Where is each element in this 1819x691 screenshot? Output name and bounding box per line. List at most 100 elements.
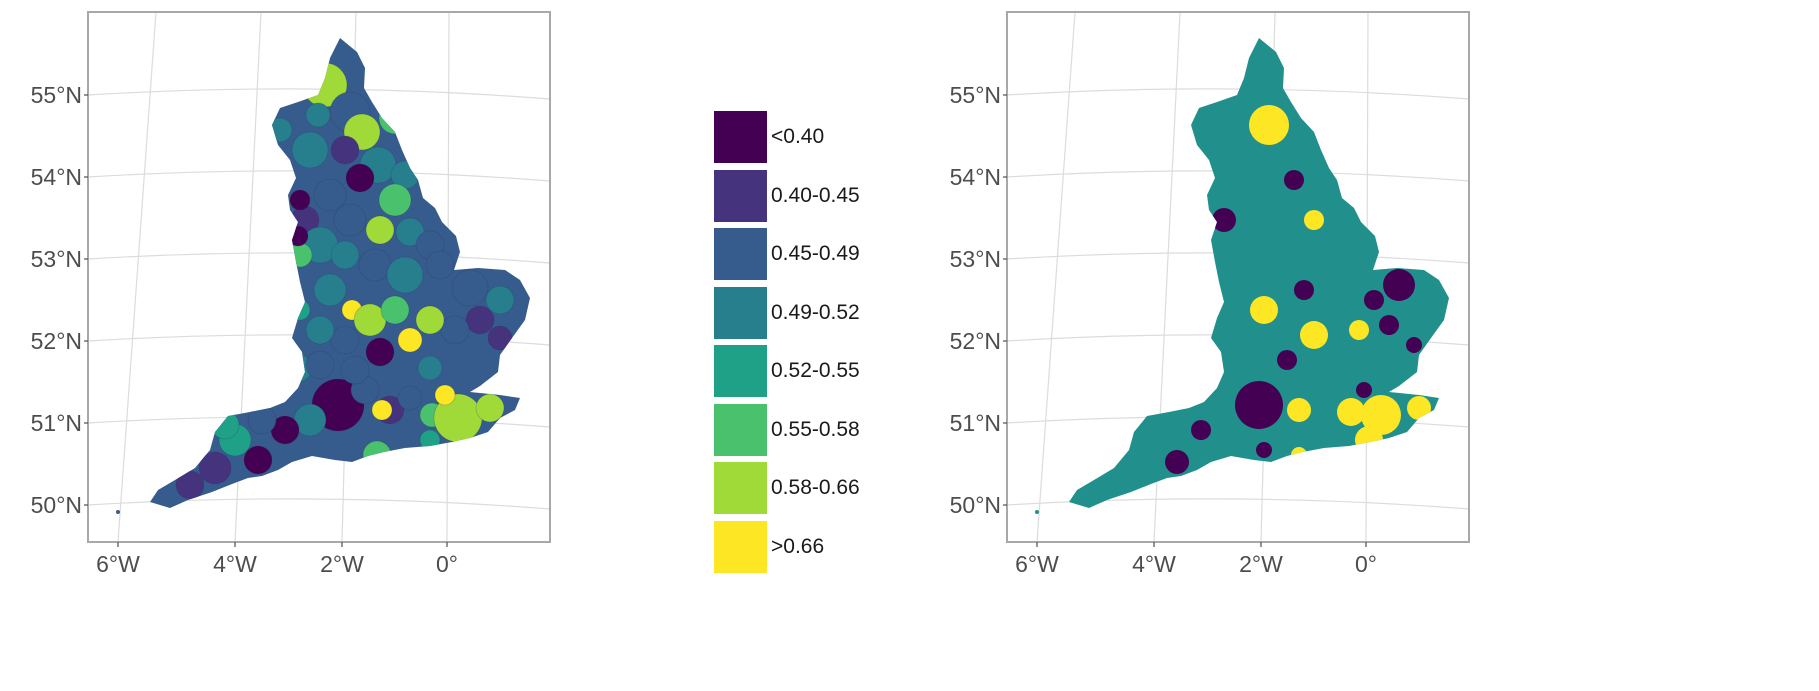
legend-swatch <box>714 403 767 456</box>
latitude-axis: 55°N 54°N 53°N 52°N 51°N 50°N <box>950 82 1007 518</box>
latitude-tick-label: 53°N <box>31 246 82 272</box>
latitude-tick-label: 54°N <box>31 164 82 190</box>
longitude-tick-label: 2°W <box>320 551 364 577</box>
choropleth-map-right: 55°N 54°N 53°N 52°N 51°N 50°N 6°W 4°W 2°W 0° <box>950 11 1470 577</box>
region-area <box>451 269 489 307</box>
region-area <box>289 189 311 211</box>
region-area <box>1212 208 1236 232</box>
region-area <box>1165 450 1189 474</box>
region-area <box>305 315 335 345</box>
region-area <box>305 350 335 380</box>
region-area <box>1304 210 1324 230</box>
region-area <box>313 178 347 212</box>
meridian-line <box>117 11 157 543</box>
latitude-tick-label: 54°N <box>950 164 1001 190</box>
legend-swatch <box>714 345 767 397</box>
longitude-axis: 6°W 4°W 2°W 0° <box>1015 542 1377 577</box>
region-area <box>380 295 410 325</box>
region-area <box>378 183 412 217</box>
region-area <box>1349 320 1369 340</box>
region-area <box>175 470 205 500</box>
region-area <box>287 242 313 268</box>
legend-left: <0.40 0.40-0.45 0.45-0.49 0.49-0.52 0.52-0.5… <box>714 110 894 580</box>
latitude-tick-label: 50°N <box>31 492 82 518</box>
latitude-axis: 55°N 54°N 53°N 52°N 51°N 50°N <box>31 82 88 518</box>
region-area <box>330 135 360 165</box>
legend-swatch <box>714 286 767 339</box>
region-area <box>465 305 495 335</box>
latitude-tick-label: 51°N <box>31 410 82 436</box>
region-area <box>1249 105 1289 145</box>
legend-swatch <box>714 111 767 163</box>
legend-label: 0.45-0.49 <box>771 242 860 265</box>
region-area <box>330 240 360 270</box>
region-area <box>434 384 456 406</box>
map-panel-right: 55°N54°N53°N52°N51°N50°N 6°W4°W2°W0° 0-0… <box>919 0 1819 686</box>
map-panel-left: 55°N 54°N 53°N 52°N 51°N 50°N 6°W 4°W 2°W 0° <0.… <box>0 0 900 686</box>
region-area <box>1256 442 1272 458</box>
region-area <box>1294 280 1314 300</box>
meridian-line <box>1036 11 1076 543</box>
region-area <box>210 410 240 440</box>
latitude-tick-label: 50°N <box>950 492 1001 518</box>
legend-label: 0.52-0.55 <box>771 359 860 382</box>
region-area <box>1337 398 1365 426</box>
legend-item: >0.66 <box>714 520 824 574</box>
longitude-tick-label: 0° <box>436 551 458 577</box>
region-area <box>289 299 311 321</box>
region-area <box>378 101 412 135</box>
region-area <box>330 325 360 355</box>
region-area <box>1364 290 1384 310</box>
legend-item: 0.40-0.45 <box>714 169 860 223</box>
latitude-tick-label: 55°N <box>950 82 1001 108</box>
parallel-line <box>87 88 551 100</box>
latitude-tick-label: 53°N <box>950 246 1001 272</box>
plot-border <box>1006 11 1470 543</box>
scilly-isles <box>116 510 120 514</box>
region-area <box>198 451 232 485</box>
region-area <box>1291 447 1307 463</box>
region-area <box>243 445 273 475</box>
england-outline <box>150 38 530 508</box>
longitude-tick-label: 6°W <box>1015 551 1059 577</box>
region-area <box>340 355 370 385</box>
region-area <box>1356 382 1372 398</box>
region-area <box>1287 398 1311 422</box>
region-area <box>1355 426 1383 454</box>
legend-swatch <box>714 462 767 514</box>
region-area <box>417 355 443 381</box>
region-area <box>1361 395 1401 435</box>
region-area <box>1379 315 1399 335</box>
region-area <box>1383 269 1415 301</box>
legend-swatch <box>714 228 767 280</box>
legend-item: 0.58-0.66 <box>714 461 860 515</box>
region-area <box>1406 337 1422 353</box>
choropleth-map-left: 55°N 54°N 53°N 52°N 51°N 50°N 6°W 4°W 2°W 0° <box>31 11 551 577</box>
longitude-tick-label: 4°W <box>213 551 257 577</box>
region-area <box>397 385 423 411</box>
region-area <box>365 337 395 367</box>
legend-item: <0.40 <box>714 110 824 164</box>
legend-label: 0.40-0.45 <box>771 183 860 207</box>
latitude-tick-label: 52°N <box>31 328 82 354</box>
region-area <box>345 163 375 193</box>
legend-label: >0.66 <box>771 534 825 558</box>
region-area <box>1277 350 1297 370</box>
region-area <box>487 325 513 351</box>
region-area <box>1300 321 1328 349</box>
region-area <box>1235 381 1283 429</box>
longitude-axis: 6°W 4°W 2°W 0° <box>96 542 458 577</box>
region-area <box>333 203 367 237</box>
england-regions <box>1035 38 1449 514</box>
england-outline <box>1069 38 1449 508</box>
region-area <box>358 248 392 282</box>
longitude-tick-label: 6°W <box>96 551 140 577</box>
scilly-isles <box>1035 510 1039 514</box>
legend-swatch <box>714 520 767 573</box>
region-area <box>305 102 331 128</box>
region-area <box>395 217 425 247</box>
longitude-tick-label: 2°W <box>1239 551 1283 577</box>
region-area <box>397 327 423 353</box>
region-area <box>386 256 424 294</box>
legend-item: 0.49-0.52 <box>714 286 860 340</box>
